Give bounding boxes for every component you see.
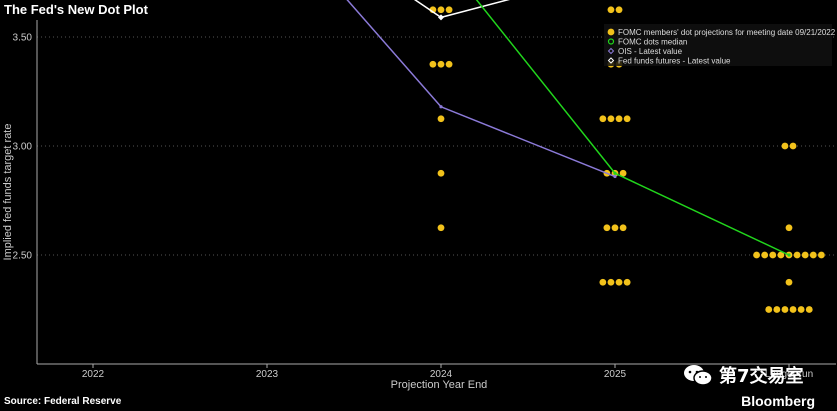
fomc-dot — [599, 115, 607, 123]
x-tick-label: 2024 — [430, 369, 453, 380]
wechat-icon — [684, 365, 713, 386]
y-tick-label: 2.50 — [13, 251, 33, 262]
fomc-dot — [623, 278, 631, 286]
futures-point — [438, 14, 444, 21]
median-point — [613, 171, 617, 175]
y-tick-labels: 5.004.504.003.503.002.50 — [13, 33, 33, 262]
ois-point — [613, 174, 617, 179]
fomc-dot — [805, 306, 813, 313]
legend-entry: OIS - Latest value — [618, 47, 683, 56]
fomc-dot — [793, 251, 801, 259]
fomc-dot — [437, 224, 445, 232]
fomc-dot — [615, 6, 623, 14]
fomc-dot — [611, 224, 619, 232]
legend-median-marker — [607, 38, 615, 45]
watermark-text: 第7交易室 — [719, 366, 804, 387]
fomc-dot — [785, 278, 793, 286]
legend-entry: FOMC dots median — [618, 38, 687, 47]
x-tick-labels: 2022 2023 2024 2025 Longer run — [82, 369, 813, 380]
fomc-dot — [445, 6, 453, 14]
fomc-dot — [445, 60, 453, 68]
fomc-dot — [437, 115, 445, 123]
bloomberg-logo: Bloomberg — [741, 393, 815, 409]
fomc-dot — [623, 115, 631, 123]
fomc-dot — [809, 251, 817, 259]
fomc-dot — [781, 306, 789, 313]
legend: FOMC members' dot projections for meetin… — [604, 24, 836, 66]
fomc-dot — [619, 169, 627, 177]
median-point — [787, 253, 791, 257]
fomc-dot — [619, 224, 627, 232]
fomc-dot — [801, 251, 809, 259]
axes — [36, 20, 836, 368]
fomc-dot — [781, 142, 789, 150]
ois-line — [346, 0, 616, 178]
fomc-dot — [437, 6, 445, 14]
fomc-dot — [437, 60, 445, 68]
x-axis-label: Projection Year End — [391, 379, 488, 391]
fomc-dot — [769, 251, 777, 259]
fomc-dot — [615, 278, 623, 286]
fomc-dot — [599, 278, 607, 286]
fomc-dot — [797, 306, 805, 313]
source-note: Source: Federal Reserve — [4, 396, 122, 407]
legend-entry: Fed funds futures - Latest value — [618, 57, 731, 66]
fomc-dot — [785, 224, 793, 232]
fomc-dot — [789, 306, 797, 313]
fomc-dot — [761, 251, 769, 259]
chart-title: The Fed's New Dot Plot — [4, 2, 148, 17]
legend-line-marker — [607, 57, 615, 64]
x-tick-label: Longer run — [765, 369, 813, 380]
fomc-dot — [607, 278, 615, 286]
watermark: 第7交易室 — [683, 362, 804, 388]
x-tick-label: 2022 — [82, 369, 105, 380]
x-tick-label: 2025 — [604, 369, 627, 380]
ois-point — [439, 105, 443, 109]
fomc-dot — [615, 115, 623, 123]
fomc-dot — [607, 115, 615, 123]
series-lines — [346, 0, 791, 257]
legend-box — [604, 24, 832, 66]
legend-dot-marker — [607, 28, 615, 36]
fomc-dot — [603, 224, 611, 232]
fomc-dot — [777, 251, 785, 259]
x-tick-label: 2023 — [256, 369, 279, 380]
fomc-dot — [818, 251, 825, 259]
fomc-dot — [765, 306, 773, 313]
legend-line-marker — [607, 47, 615, 55]
y-axis-label: Implied fed funds target rate — [2, 124, 14, 261]
fomc-dot — [429, 60, 437, 68]
fomc-dot — [753, 251, 760, 259]
y-tick-label: 3.50 — [13, 33, 33, 44]
fomc-dot — [437, 169, 445, 177]
legend-entry: FOMC members' dot projections for meetin… — [618, 28, 836, 37]
fomc-dot — [789, 142, 797, 150]
fomc-dot — [773, 306, 781, 313]
y-tick-label: 3.00 — [13, 142, 33, 153]
median-line — [475, 0, 790, 256]
fomc-dot — [607, 6, 615, 14]
